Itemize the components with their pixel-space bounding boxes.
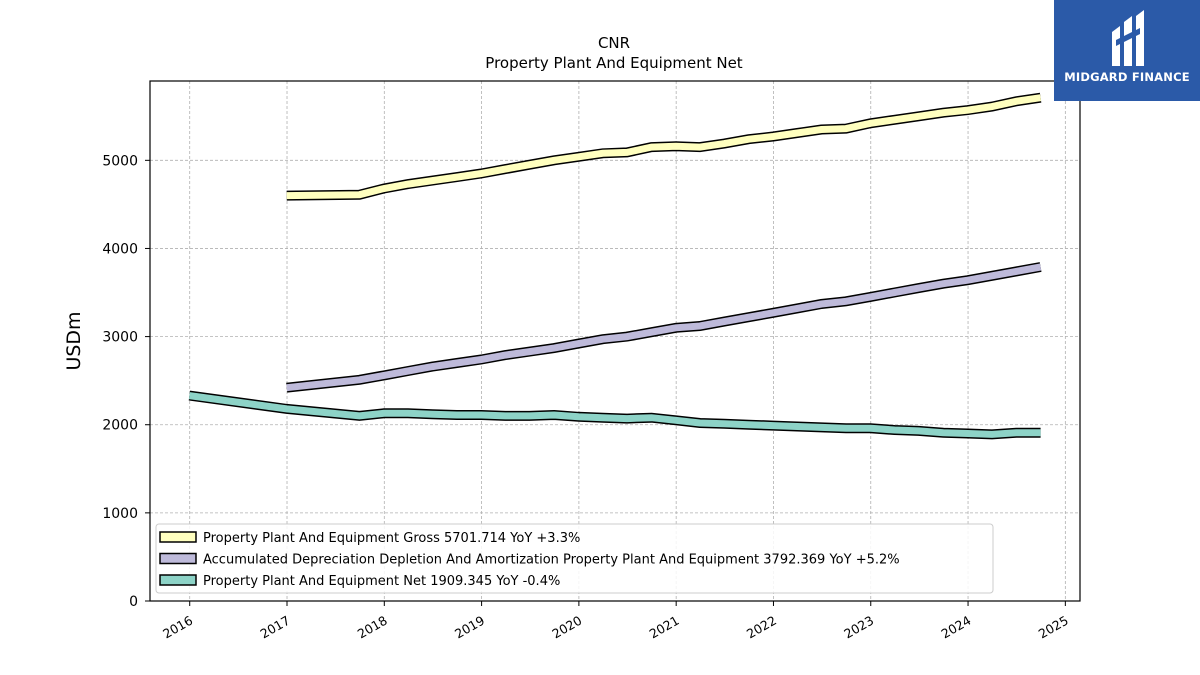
x-tick-label: 2016 [160, 613, 195, 642]
x-tick-label: 2023 [841, 613, 876, 642]
legend-swatch-3 [159, 574, 197, 586]
grid [150, 81, 1080, 602]
legend-label-2: Accumulated Depreciation Depletion And A… [203, 553, 900, 568]
y-tick-label: 3000 [102, 330, 138, 346]
x-tick-label: 2025 [1036, 613, 1071, 642]
logo-mark-icon [1112, 10, 1144, 66]
legend-box [155, 523, 994, 594]
brand-name: MIDGARD FINANCE [1064, 70, 1190, 84]
y-tick-label: 2000 [102, 418, 138, 434]
chart-subtitle: Property Plant And Equipment Net [485, 54, 742, 72]
legend-label-3: Property Plant And Equipment Net 1909.34… [203, 574, 560, 589]
legend-swatch-1 [159, 531, 197, 543]
x-tick-label: 2021 [647, 613, 682, 642]
series-line-1 [286, 94, 1042, 200]
x-tick-label: 2020 [549, 613, 584, 642]
legend-swatch-2 [159, 552, 197, 565]
series-line-2 [286, 263, 1042, 392]
x-tick-label: 2017 [257, 613, 292, 642]
x-tick-label: 2024 [938, 613, 973, 642]
y-tick-label: 5000 [102, 153, 138, 169]
series-line-3 [188, 392, 1041, 438]
brand-logo: MIDGARD FINANCE [1054, 0, 1200, 101]
x-axis: 2016 2017 2018 2019 2020 2021 2022 2023 2024 2025 [160, 601, 1071, 642]
legend: Property Plant And Equipment Gross 5701.… [155, 523, 994, 594]
x-tick-label: 2019 [452, 613, 487, 642]
x-tick-label: 2022 [744, 613, 779, 642]
y-tick-label: 0 [129, 594, 138, 610]
y-tick-label: 1000 [102, 506, 138, 522]
x-tick-label: 2018 [355, 613, 390, 642]
chart-title: CNR [598, 34, 630, 52]
plot-frame [149, 80, 1081, 602]
y-axis: 0 1000 2000 3000 4000 5000 [102, 153, 150, 610]
y-axis-label: USDm [63, 311, 85, 370]
y-tick-label: 4000 [102, 241, 138, 257]
legend-label-1: Property Plant And Equipment Gross 5701.… [203, 531, 580, 546]
series-group [188, 92, 1042, 440]
